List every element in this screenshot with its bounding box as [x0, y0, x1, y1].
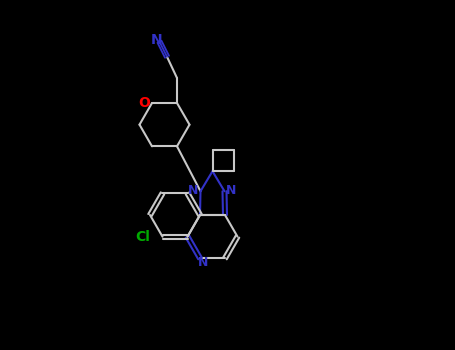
Text: N: N	[226, 184, 237, 197]
Text: Cl: Cl	[135, 230, 150, 244]
Text: N: N	[198, 256, 208, 269]
Text: N: N	[188, 184, 199, 197]
Text: O: O	[138, 96, 150, 110]
Text: N: N	[151, 33, 162, 47]
